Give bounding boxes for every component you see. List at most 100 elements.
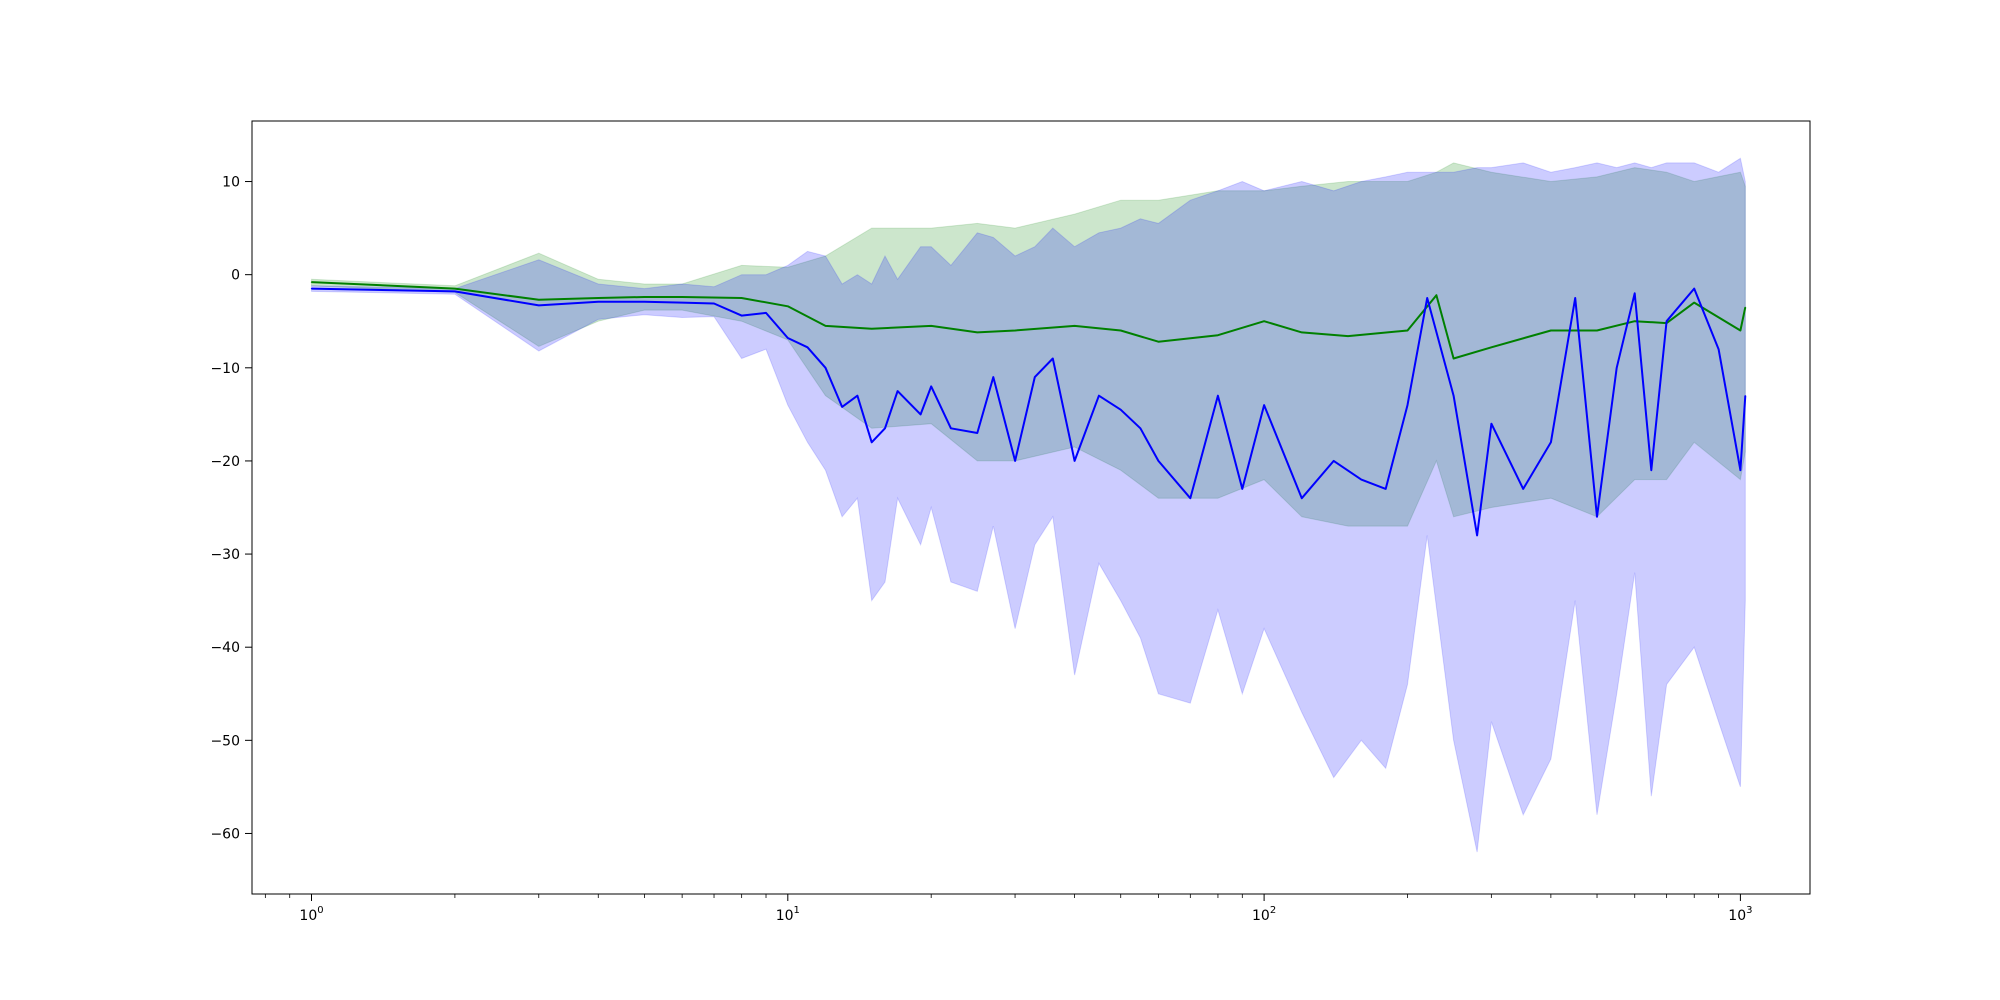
x-tick-label: 101	[776, 905, 800, 924]
data-point	[976, 331, 978, 333]
data-point	[1435, 294, 1437, 296]
data-point	[1739, 469, 1741, 471]
data-point	[1217, 395, 1219, 397]
data-point	[1157, 341, 1159, 343]
x-axis: 100 101 102 103	[264, 894, 1753, 924]
data-point	[1014, 329, 1016, 332]
data-point	[741, 315, 743, 317]
data-point	[1666, 320, 1668, 322]
data-point	[1550, 329, 1552, 332]
data-point	[1693, 288, 1695, 290]
data-point	[1550, 441, 1552, 443]
data-point	[1476, 534, 1478, 537]
data-point	[1406, 404, 1409, 406]
y-tick-label: −20	[210, 454, 240, 470]
data-point	[930, 385, 932, 387]
data-point	[1120, 409, 1122, 411]
data-point	[1301, 497, 1303, 499]
data-point	[856, 395, 859, 397]
y-tick-label: −60	[210, 826, 240, 842]
data-point	[1034, 376, 1036, 378]
data-point	[765, 312, 767, 314]
data-point	[1634, 320, 1636, 322]
data-point	[454, 288, 456, 290]
data-point	[1217, 334, 1219, 336]
x-tick-label: 100	[299, 905, 323, 924]
data-point	[1241, 488, 1243, 490]
y-axis: 10 0 −10 −20 −30 −40 −50 −60	[210, 175, 252, 842]
data-point	[1014, 460, 1016, 462]
data-point	[1616, 367, 1618, 369]
series-band-0	[311, 162, 1746, 527]
data-point	[992, 376, 994, 378]
data-point	[1490, 423, 1492, 425]
data-point	[597, 301, 599, 303]
data-point	[1490, 346, 1492, 348]
data-point	[681, 296, 683, 298]
data-point	[597, 297, 599, 299]
data-point	[310, 281, 313, 283]
data-point	[741, 297, 743, 299]
data-point	[824, 325, 827, 327]
data-point	[787, 337, 789, 339]
plot-frame	[251, 120, 1811, 895]
data-point	[871, 441, 873, 443]
data-point	[1718, 348, 1720, 350]
x-tick-label: 102	[1252, 905, 1276, 924]
data-point	[713, 302, 715, 305]
data-point	[1634, 292, 1636, 294]
data-point	[787, 305, 789, 307]
data-point	[1052, 357, 1054, 360]
data-point	[1157, 460, 1159, 462]
y-tick-label: 0	[231, 268, 240, 284]
data-point	[1693, 302, 1695, 304]
data-point	[681, 302, 683, 304]
data-point	[1453, 357, 1455, 360]
data-point	[1301, 331, 1303, 333]
y-tick-label: −30	[210, 547, 240, 563]
data-point	[1189, 497, 1191, 499]
data-point	[538, 304, 540, 306]
data-point	[1406, 329, 1409, 332]
data-point	[1263, 320, 1265, 322]
data-point	[1347, 335, 1349, 337]
data-point	[310, 288, 313, 290]
data-point	[1596, 516, 1598, 518]
y-tick-label: −10	[210, 361, 240, 377]
series-lines	[310, 281, 1747, 537]
x-tick-label: 103	[1728, 905, 1752, 924]
data-point	[1744, 395, 1746, 397]
data-point	[930, 325, 932, 327]
data-point	[1120, 329, 1122, 332]
data-point	[538, 299, 540, 301]
data-point	[1139, 427, 1141, 429]
data-point	[806, 346, 809, 348]
y-tick-label: 10	[222, 175, 240, 191]
data-point	[897, 390, 899, 392]
data-point	[643, 301, 646, 303]
data-point	[1098, 395, 1100, 397]
data-point	[1739, 329, 1741, 332]
data-point	[1263, 404, 1265, 406]
data-point	[950, 427, 952, 429]
y-tick-label: −50	[210, 733, 240, 749]
data-point	[454, 290, 456, 292]
data-point	[976, 432, 978, 434]
data-point	[1744, 306, 1746, 308]
data-point	[1574, 297, 1576, 299]
data-point	[1385, 488, 1387, 490]
data-point	[841, 406, 843, 408]
data-point	[884, 427, 886, 429]
data-point	[1522, 488, 1524, 490]
y-tick-label: −40	[210, 640, 240, 656]
data-point	[1426, 297, 1428, 299]
data-point	[1453, 395, 1455, 397]
data-point	[1650, 469, 1652, 471]
data-point	[1360, 479, 1362, 481]
data-point	[1074, 325, 1076, 327]
data-point	[920, 413, 922, 415]
data-point	[1596, 329, 1598, 332]
data-point	[1333, 460, 1335, 462]
